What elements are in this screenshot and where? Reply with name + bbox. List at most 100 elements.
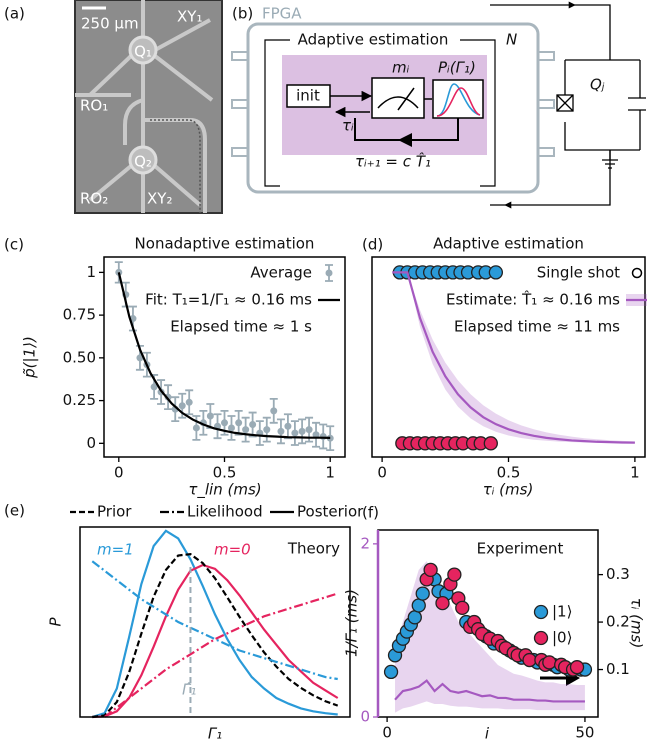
- annotation: m=1: [97, 541, 134, 559]
- panel-label: (f): [362, 504, 379, 522]
- plot-frame: [79, 526, 351, 718]
- point: [284, 422, 292, 430]
- micrograph: (a) 250 µm XY₁ Q₁ RO₁ Q₂ RO₂ XY₂: [4, 0, 223, 214]
- point: [435, 595, 450, 611]
- y2-tick-label: 0.2: [606, 613, 630, 631]
- point: [185, 398, 193, 406]
- point: [178, 402, 186, 410]
- panel-label: (c): [4, 236, 24, 254]
- y-tick-label: 0.50: [63, 348, 96, 366]
- line: [91, 529, 338, 719]
- line: [394, 679, 585, 703]
- legend-swatch: [325, 269, 333, 277]
- x-tick-label: 0: [377, 464, 387, 482]
- scale-bar-label: 250 µm: [81, 15, 139, 33]
- y-tick-label: 0.75: [63, 306, 96, 324]
- line: [92, 553, 339, 719]
- legend-label: Estimate: T̂₁ ≈ 0.16 ms: [446, 290, 620, 309]
- x-tick-label: 0: [114, 464, 124, 482]
- port-label: XY₂: [147, 190, 172, 208]
- legend-label: Likelihood: [187, 503, 263, 521]
- point: [407, 610, 422, 625]
- port-label: RO₂: [80, 190, 108, 208]
- update-rule: τᵢ₊₁ = c T̂₁: [355, 152, 431, 171]
- y-tick-label: 1: [86, 263, 96, 281]
- point: [277, 427, 285, 435]
- annotation: Elapsed time ≈ 11 ms: [454, 318, 620, 336]
- estimate-label: Γ̂₁: [182, 681, 196, 699]
- legend-swatch: [631, 267, 643, 279]
- annotation: m=0: [214, 541, 251, 559]
- qubit-label: Qⱼ: [590, 76, 605, 94]
- point: [383, 664, 399, 680]
- x-axis-label: Γ₁: [208, 725, 222, 743]
- point: [447, 567, 462, 582]
- x-tick-label: 0: [382, 724, 392, 742]
- y-tick-label: 0: [360, 708, 370, 726]
- legend-swatch: [533, 630, 549, 646]
- panel-label: (d): [362, 236, 383, 254]
- legend-label: Fit: T₁=1/Γ₁ ≈ 0.16 ms: [145, 291, 312, 309]
- point: [235, 419, 243, 427]
- measurement-label: mᵢ: [392, 59, 410, 77]
- x-axis-label: τ_lin (ms): [188, 481, 261, 500]
- fpga-label: FPGA: [262, 5, 302, 23]
- point: [488, 265, 504, 280]
- point: [455, 600, 470, 615]
- point: [483, 436, 498, 451]
- y2-tick-label: 0.1: [606, 660, 630, 678]
- x-tick-label: 1: [325, 464, 335, 482]
- wait-label: τᵢ: [342, 117, 354, 135]
- point: [263, 426, 271, 434]
- point: [242, 426, 250, 434]
- panel-label: (b): [232, 5, 253, 23]
- y-axis-label: 1/Γ₁ (ms): [343, 589, 361, 657]
- point: [192, 424, 200, 432]
- port-label: XY₁: [177, 8, 202, 26]
- y2-tick-label: 0.3: [606, 565, 630, 583]
- point: [415, 586, 430, 601]
- point: [423, 562, 438, 578]
- point: [291, 429, 299, 437]
- legend-label: Average: [250, 264, 312, 282]
- y-tick-label: 2: [360, 534, 370, 552]
- line: [117, 272, 331, 439]
- line: [392, 271, 635, 444]
- legend-label: Prior: [97, 503, 132, 521]
- chart-title: Nonadaptive estimation: [135, 235, 315, 253]
- point: [227, 424, 235, 432]
- x-tick-label: 1: [630, 464, 640, 482]
- point: [319, 432, 327, 440]
- legend-label: |1⟩: [552, 603, 572, 621]
- posterior-label: Pᵢ(Γ₁): [438, 59, 476, 77]
- loop-title: Adaptive estimation: [298, 31, 449, 49]
- point: [221, 419, 228, 427]
- x-axis-label: i: [485, 725, 490, 743]
- point: [522, 652, 537, 668]
- point: [326, 434, 334, 442]
- point: [270, 407, 278, 415]
- legend-label: Posterior: [297, 503, 364, 521]
- panel-label: (a): [4, 5, 25, 23]
- port-label: RO₁: [80, 97, 108, 115]
- point: [569, 660, 585, 675]
- y2-axis-label: τᵢ (ms): [628, 598, 646, 649]
- setup-diagram: (b) FPGA Adaptive estimation N init mᵢ P…: [231, 1, 646, 209]
- x-tick-label: 0.5: [497, 464, 521, 482]
- qubit-label: Q₁: [134, 43, 152, 61]
- y-axis-label: P: [47, 617, 65, 627]
- legend-label: |0⟩: [552, 629, 572, 647]
- x-tick-label: 0.5: [213, 464, 237, 482]
- point: [298, 427, 306, 435]
- annotation: Theory: [287, 540, 340, 558]
- annotation: Experiment: [477, 540, 564, 558]
- point: [249, 421, 257, 429]
- init-box: init: [296, 87, 320, 105]
- point: [411, 598, 426, 613]
- legend-swatch: [533, 604, 549, 620]
- point: [150, 383, 158, 391]
- y-tick-label: 0.25: [63, 391, 96, 409]
- point: [206, 412, 214, 420]
- x-tick-label: 50: [575, 724, 594, 742]
